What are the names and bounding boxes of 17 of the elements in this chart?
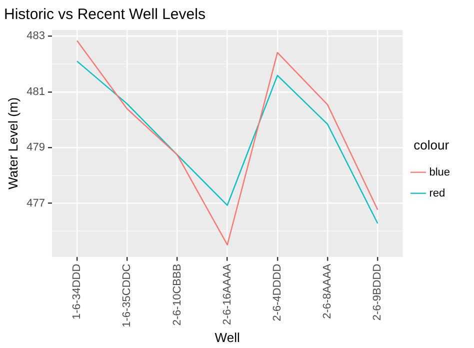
legend-label: blue [429,166,450,178]
x-axis-title: Well [214,330,240,345]
chart-title: Historic vs Recent Well Levels [4,6,206,24]
y-tick-label: 477 [26,197,45,210]
x-tick-label: 2-6-10CBBB [171,264,184,326]
x-tick-label: 2-6-9BDDD [372,264,384,321]
x-tick-label: 2-6-8AAAA [322,263,334,319]
legend-title: colour [414,137,450,152]
x-tick-label: 1-6-35CDDC [121,264,134,328]
x-tick-label: 2-6-4DDDD [271,264,284,322]
y-tick-label: 483 [26,30,45,42]
y-tick-label: 481 [26,86,45,98]
x-tick-label: 2-6-16AAAA [221,263,234,325]
legend-label: red [429,187,446,200]
x-tick-label: 1-6-34DDD [71,264,84,320]
y-tick-label: 479 [26,142,45,154]
y-axis-title: Water Level (m) [5,97,20,190]
